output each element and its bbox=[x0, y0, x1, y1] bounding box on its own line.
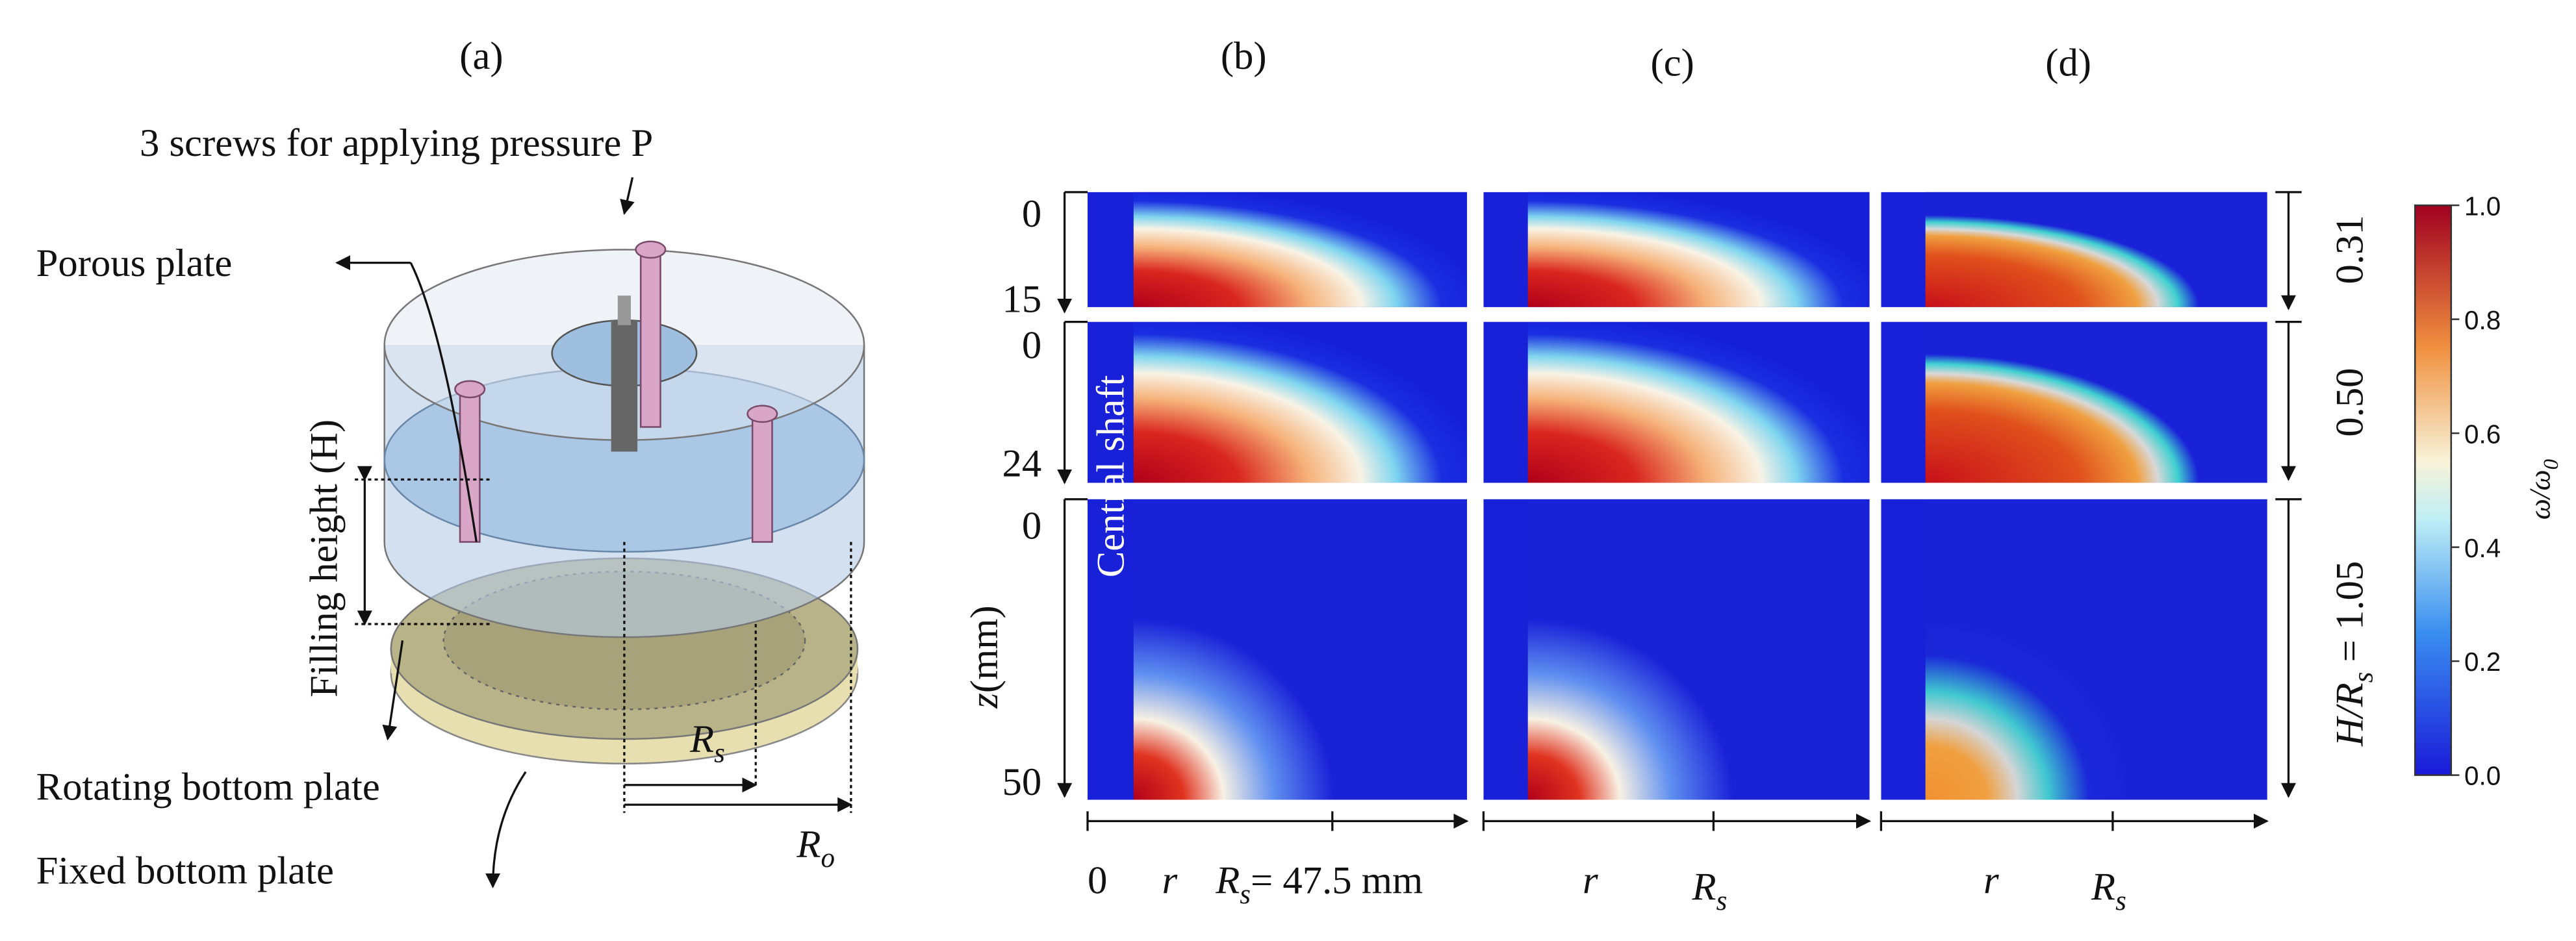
symbol: ω/ω bbox=[2523, 470, 2557, 520]
rs-label: Rs= 47.5 mm bbox=[1215, 859, 1423, 910]
symbol: R bbox=[689, 718, 714, 761]
z-tick-label: 24 bbox=[1002, 442, 1042, 485]
z-tick-label: 15 bbox=[1002, 277, 1042, 321]
apparatus-label: Filling height (H) bbox=[302, 420, 346, 697]
colorbar-tick-label: 1.0 bbox=[2464, 191, 2501, 221]
z-tick-label: 50 bbox=[1002, 760, 1042, 804]
shaft-label: Central shaft bbox=[1090, 375, 1133, 577]
heatmaps bbox=[1087, 181, 2271, 805]
z-tick-label: 0 bbox=[1022, 323, 1041, 367]
colorbar bbox=[2414, 204, 2453, 776]
colorbar-label: ω/ω0 bbox=[2523, 458, 2564, 520]
colorbar-tick-label: 0.6 bbox=[2464, 419, 2501, 449]
apparatus bbox=[383, 240, 865, 765]
unit: (mm) bbox=[963, 605, 1006, 693]
r-axes bbox=[1086, 811, 2269, 831]
r-label: r bbox=[1162, 859, 1178, 903]
subscript: o bbox=[821, 843, 834, 873]
subscript: 0 bbox=[2540, 458, 2563, 470]
apparatus-label: Fixed bottom plate bbox=[36, 849, 334, 892]
apparatus-leaders bbox=[335, 177, 853, 888]
z-tick-label: 0 bbox=[1022, 504, 1041, 547]
symbol: R bbox=[2091, 866, 2115, 909]
symbol: R bbox=[1692, 866, 1716, 909]
z-arrows bbox=[1057, 191, 1088, 798]
ratio-label: 0.50 bbox=[2328, 368, 2371, 436]
colorbar-tick-label: 0.0 bbox=[2464, 761, 2501, 791]
subscript: s bbox=[1716, 886, 1728, 916]
subscript: s bbox=[2115, 886, 2126, 916]
rs-label: Rs bbox=[2091, 866, 2126, 916]
r-origin: 0 bbox=[1088, 859, 1107, 903]
ratio-label: H/Rs = 1.05 bbox=[2328, 561, 2378, 747]
value: = 47.5 mm bbox=[1251, 859, 1423, 903]
symbol: R bbox=[1215, 859, 1240, 903]
apparatus-label: Rotating bottom plate bbox=[36, 766, 380, 809]
panel-label: (a) bbox=[459, 34, 503, 78]
panel-label: (c) bbox=[1651, 41, 1694, 84]
subscript: s bbox=[1240, 879, 1251, 910]
apparatus-label: Porous plate bbox=[36, 242, 233, 285]
apparatus-label: 3 screws for applying pressure P bbox=[140, 121, 653, 165]
panel-label: (d) bbox=[2045, 41, 2091, 84]
symbol: z bbox=[963, 693, 1006, 709]
rs-label: Rs bbox=[689, 718, 725, 768]
ro-label: Ro bbox=[796, 823, 835, 873]
rs-label: Rs bbox=[1692, 866, 1728, 916]
h-arrows bbox=[2275, 191, 2302, 798]
subscript: s bbox=[2348, 672, 2378, 683]
subscript: s bbox=[714, 738, 725, 768]
z-axis-label: z(mm) bbox=[963, 605, 1006, 709]
r-label: r bbox=[1583, 859, 1598, 903]
panel-label: (b) bbox=[1221, 34, 1267, 78]
colorbar-tick-label: 0.4 bbox=[2464, 533, 2501, 563]
colorbar-tick-label: 0.2 bbox=[2464, 647, 2501, 677]
symbol: R bbox=[796, 823, 821, 866]
symbol: H/R bbox=[2328, 683, 2371, 747]
colorbar-tick-label: 0.8 bbox=[2464, 305, 2501, 335]
ratio-label: 0.31 bbox=[2328, 215, 2371, 284]
value: = 1.05 bbox=[2328, 561, 2371, 672]
r-label: r bbox=[1983, 859, 1999, 903]
z-tick-label: 0 bbox=[1022, 192, 1041, 236]
